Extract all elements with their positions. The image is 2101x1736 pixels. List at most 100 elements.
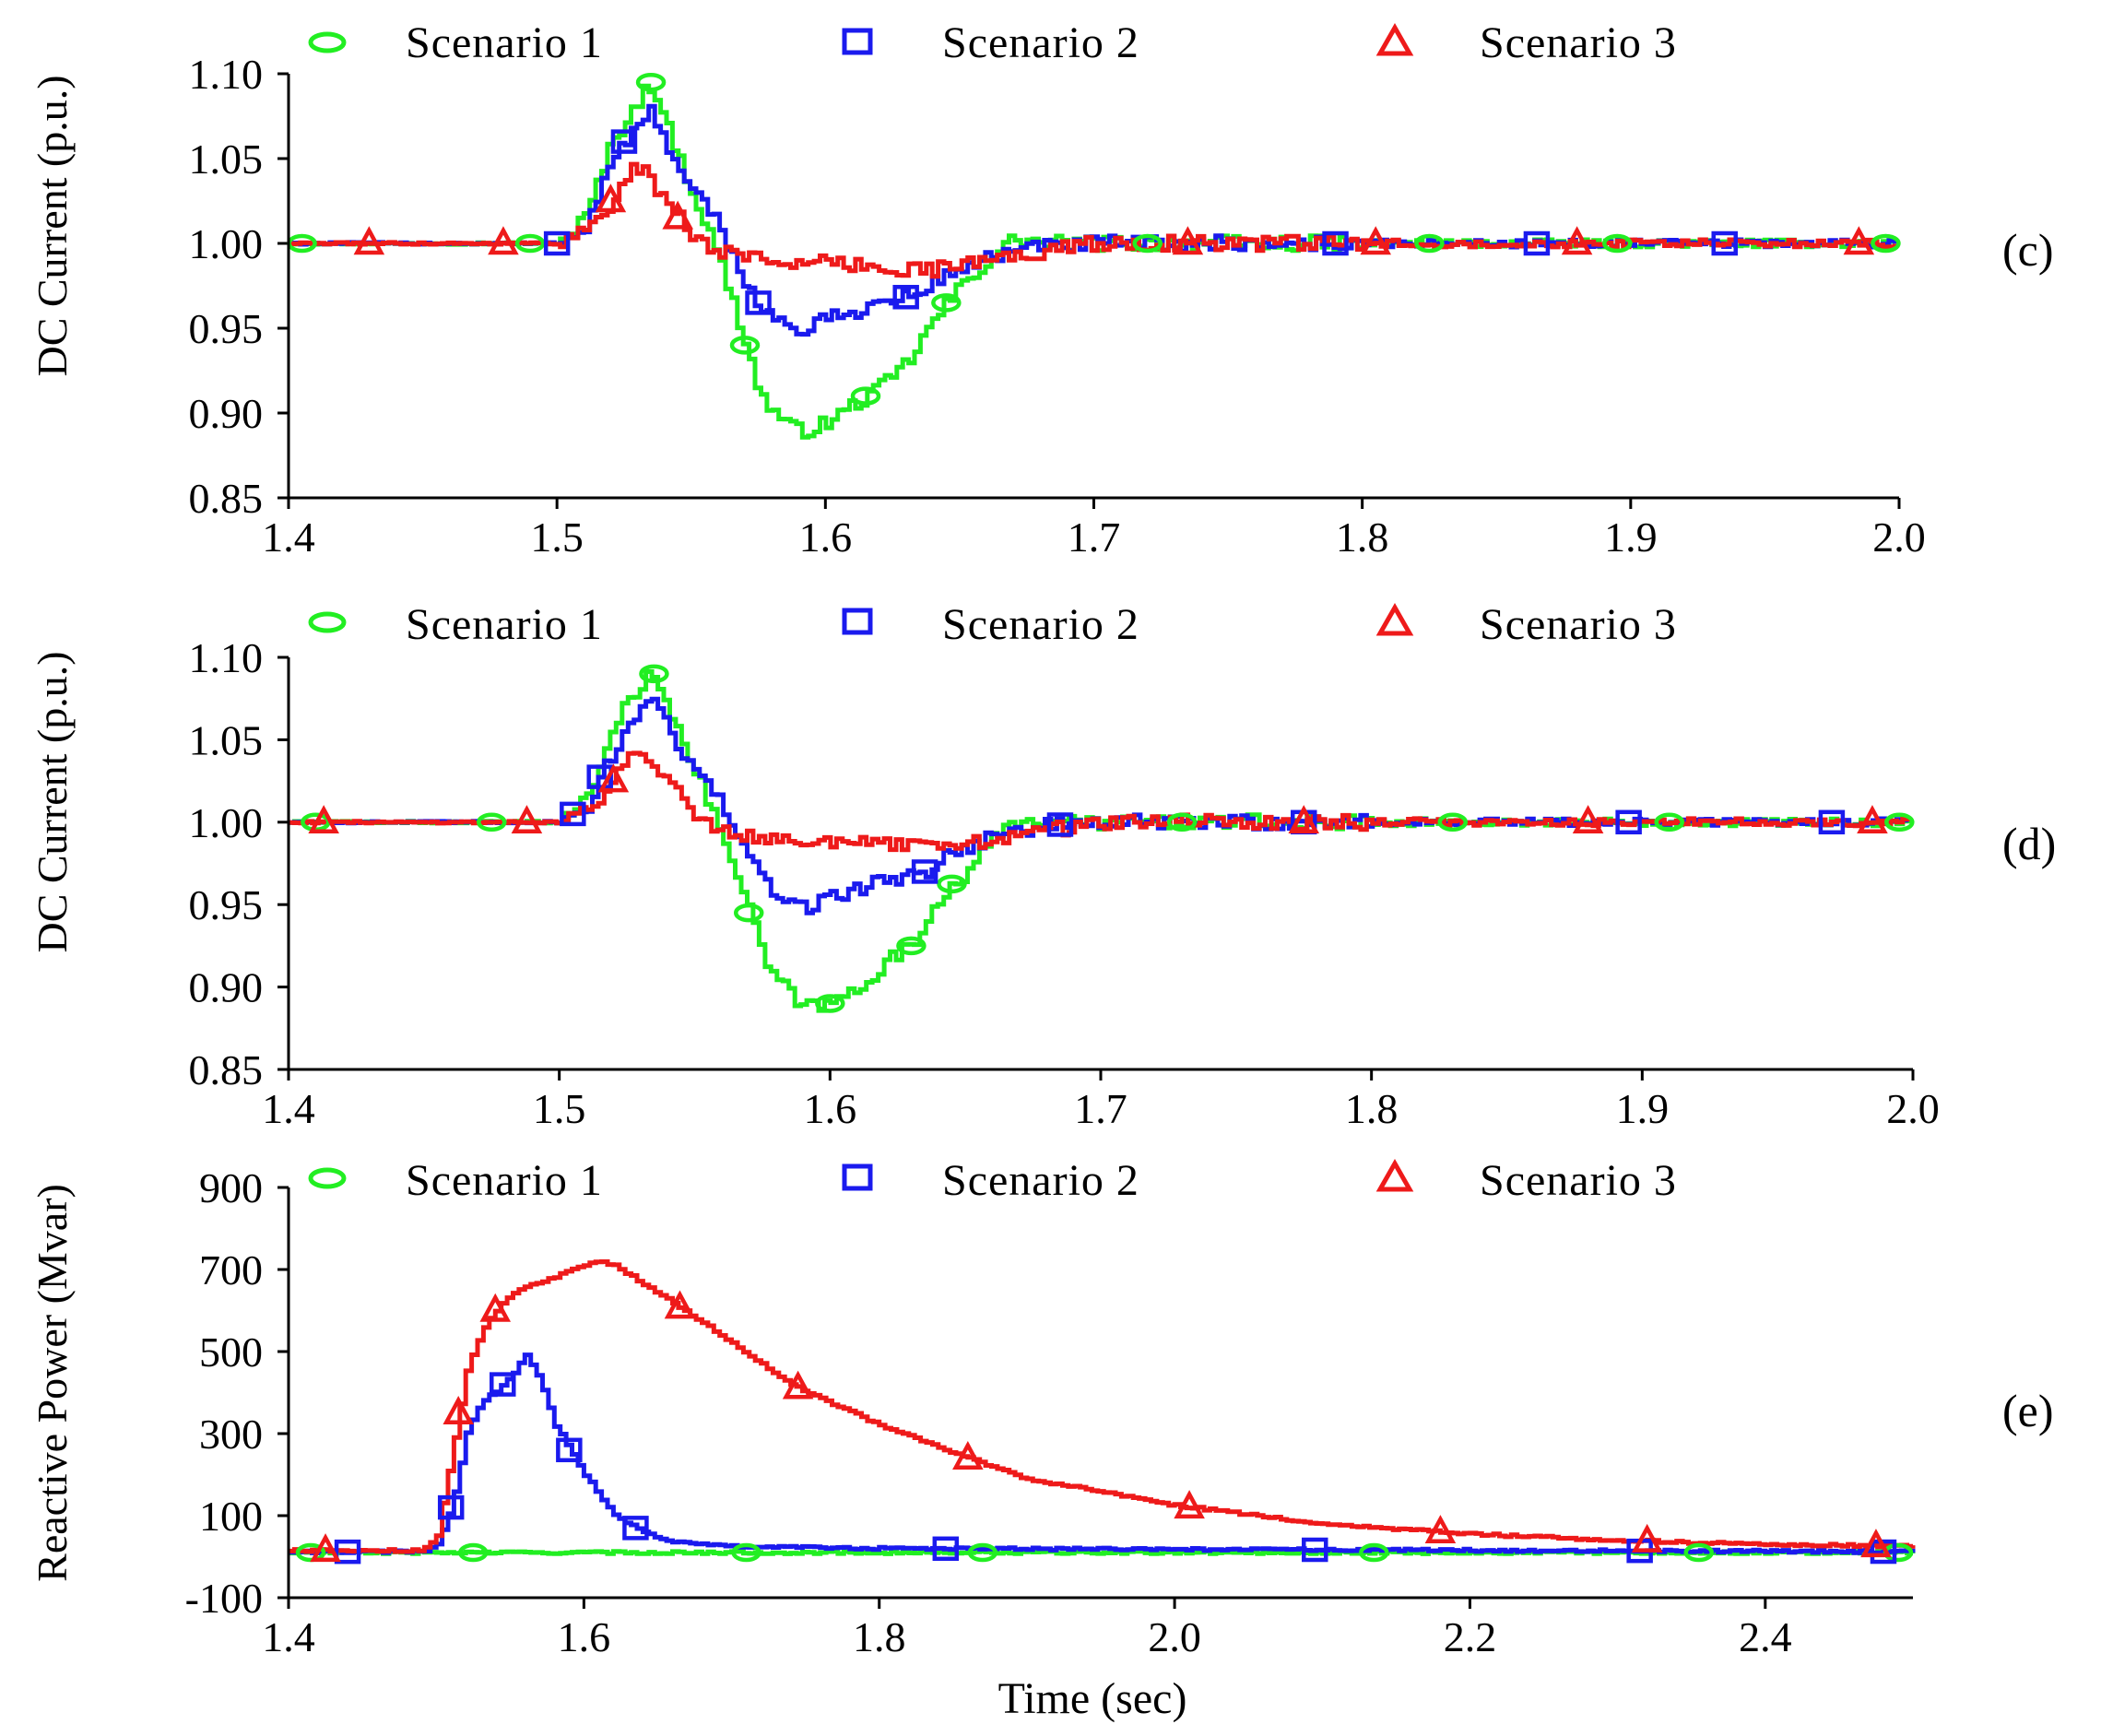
circle-marker bbox=[1871, 233, 1901, 254]
x-tick-label: 1.7 bbox=[1074, 1085, 1127, 1132]
triangle-marker bbox=[511, 805, 543, 834]
y-tick-label: 1.00 bbox=[189, 799, 264, 846]
circle-marker bbox=[1437, 812, 1469, 833]
square-marker bbox=[911, 859, 938, 884]
square-marker bbox=[556, 1437, 583, 1463]
triangle-marker bbox=[662, 200, 693, 230]
square-marker bbox=[1711, 230, 1738, 256]
circle-marker bbox=[733, 903, 764, 923]
y-tick-label: 0.95 bbox=[189, 881, 264, 928]
legend-label-scenario-2: Scenario 2 bbox=[942, 18, 1139, 67]
square-marker bbox=[1523, 230, 1551, 256]
triangle-marker bbox=[488, 226, 519, 255]
x-tick-label: 1.4 bbox=[262, 514, 315, 561]
data-lines bbox=[289, 669, 1911, 1013]
square-marker bbox=[1615, 809, 1642, 835]
x-tick-label: 2.2 bbox=[1444, 1613, 1497, 1660]
x-tick-label: 1.5 bbox=[533, 1085, 586, 1132]
y-tick-label: 1.05 bbox=[189, 716, 264, 763]
square-marker bbox=[745, 290, 772, 315]
square-marker bbox=[1818, 809, 1846, 835]
legend-marker-scenario-2 bbox=[842, 1163, 873, 1191]
square-marker bbox=[892, 285, 919, 310]
triangle-marker bbox=[1572, 805, 1604, 834]
circle-marker bbox=[1132, 233, 1163, 254]
circle-marker bbox=[295, 1542, 326, 1563]
square-marker bbox=[1046, 812, 1074, 837]
series-line-scenario-1 bbox=[289, 83, 1897, 440]
x-tick-label: 1.9 bbox=[1616, 1085, 1670, 1132]
triangle-marker bbox=[1860, 1529, 1892, 1558]
circle-marker bbox=[514, 233, 546, 254]
data-lines bbox=[289, 1259, 1916, 1556]
x-tick-label: 1.6 bbox=[799, 514, 853, 561]
triangle-marker bbox=[1843, 226, 1875, 255]
circle-marker bbox=[1683, 1542, 1714, 1563]
series-line-scenario-1 bbox=[289, 669, 1911, 1013]
y-axis-label: DC Current (p.u.) bbox=[29, 75, 76, 376]
legend-marker-scenario-3 bbox=[1375, 22, 1414, 56]
axis-ticks: 1.4 1.5 1.6 1.7 1.8 1.9 2.0 0.85 0.90 0.95 1.00 1.0… bbox=[189, 51, 1926, 561]
circle-marker bbox=[1359, 1542, 1389, 1563]
square-marker bbox=[334, 1539, 361, 1565]
chart-panel-c: Scenario 1 Scenario 2 Scenario 3 DC Curr… bbox=[29, 18, 2054, 561]
square-marker bbox=[560, 801, 586, 827]
axes-frame bbox=[287, 1187, 1913, 1600]
y-axis-label: Reactive Power (Mvar) bbox=[29, 1184, 76, 1582]
square-marker bbox=[490, 1372, 516, 1397]
y-tick-label: 900 bbox=[199, 1164, 263, 1211]
series-line-scenario-2 bbox=[289, 103, 1897, 337]
legend-marker-scenario-2 bbox=[842, 28, 873, 55]
legend-label-scenario-3: Scenario 3 bbox=[1480, 18, 1677, 67]
data-markers bbox=[301, 664, 1915, 1013]
y-axis-label: DC Current (p.u.) bbox=[29, 651, 76, 952]
x-tick-label: 1.8 bbox=[1345, 1085, 1399, 1132]
circle-marker bbox=[850, 386, 881, 406]
circle-marker bbox=[815, 994, 845, 1013]
triangle-marker bbox=[310, 1533, 341, 1563]
y-tick-label: 0.90 bbox=[189, 964, 264, 1011]
y-tick-label: 1.10 bbox=[189, 51, 264, 98]
triangle-marker bbox=[782, 1370, 814, 1399]
circle-marker bbox=[1654, 812, 1684, 833]
square-marker bbox=[1870, 1539, 1897, 1565]
data-markers bbox=[287, 72, 1901, 406]
x-tick-label: 1.7 bbox=[1068, 514, 1121, 561]
square-marker bbox=[543, 230, 571, 256]
square-marker bbox=[610, 129, 638, 154]
triangle-marker bbox=[597, 763, 630, 793]
triangle-marker bbox=[479, 1293, 512, 1322]
legend: Scenario 1 Scenario 2 Scenario 3 bbox=[308, 600, 1677, 649]
circle-marker bbox=[931, 293, 962, 313]
circle-marker bbox=[937, 874, 967, 894]
y-tick-label: 1.05 bbox=[189, 136, 264, 183]
x-tick-label: 2.4 bbox=[1739, 1613, 1792, 1660]
triangle-marker bbox=[1288, 805, 1320, 834]
x-tick-label: 1.9 bbox=[1604, 514, 1658, 561]
data-markers bbox=[295, 1290, 1914, 1565]
legend-marker-scenario-1 bbox=[308, 31, 347, 53]
axis-ticks: 1.4 1.5 1.6 1.7 1.8 1.9 2.0 0.85 0.90 0.95 1.00 1.0… bbox=[189, 634, 1940, 1132]
legend-label-scenario-2: Scenario 2 bbox=[942, 600, 1139, 649]
triangle-marker bbox=[443, 1396, 474, 1424]
legend-marker-scenario-1 bbox=[308, 1167, 347, 1189]
square-marker bbox=[437, 1494, 465, 1520]
legend-label-scenario-3: Scenario 3 bbox=[1480, 600, 1677, 649]
y-tick-label: 0.85 bbox=[189, 1046, 264, 1093]
circle-marker bbox=[639, 664, 669, 684]
y-tick-label: 300 bbox=[199, 1411, 263, 1458]
circle-marker bbox=[457, 1542, 489, 1563]
triangle-marker bbox=[1857, 805, 1888, 834]
circle-marker bbox=[896, 936, 927, 956]
circle-marker bbox=[1414, 233, 1445, 254]
triangle-marker bbox=[664, 1290, 696, 1319]
y-tick-label: 0.85 bbox=[189, 475, 264, 522]
circle-marker bbox=[967, 1542, 998, 1563]
legend-label-scenario-1: Scenario 1 bbox=[406, 600, 603, 649]
triangle-marker bbox=[1174, 1490, 1205, 1519]
x-tick-label: 1.6 bbox=[804, 1085, 857, 1132]
x-tick-label: 1.4 bbox=[262, 1085, 315, 1132]
square-marker bbox=[932, 1536, 960, 1562]
square-marker bbox=[1302, 1537, 1328, 1563]
